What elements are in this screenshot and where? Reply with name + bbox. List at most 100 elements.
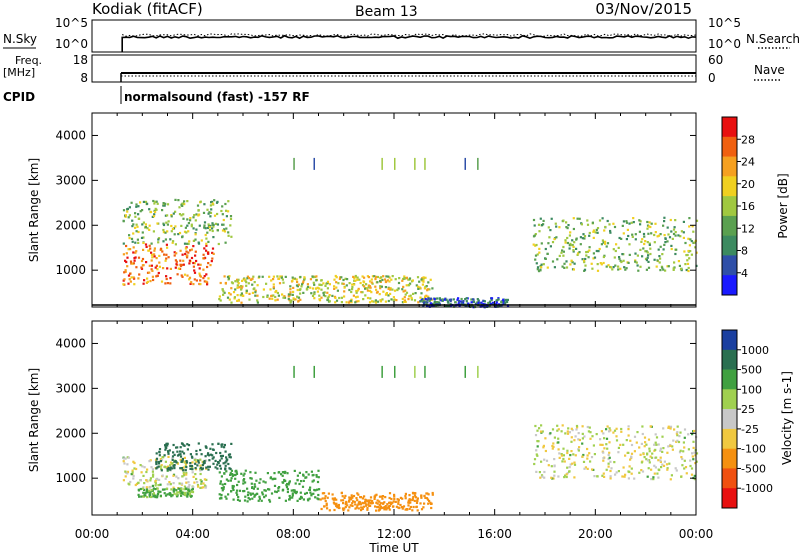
heatmap-cell — [151, 475, 155, 478]
heatmap-cell — [189, 467, 192, 470]
heatmap-cell — [161, 250, 164, 253]
heatmap-cell — [272, 477, 275, 480]
heatmap-cell — [211, 202, 214, 205]
heatmap-cell — [391, 288, 394, 291]
heatmap-cell — [299, 288, 302, 291]
heatmap-cell — [155, 257, 158, 260]
heatmap-cell — [174, 460, 177, 463]
heatmap-cell — [693, 429, 696, 433]
heatmap-cell — [579, 236, 582, 239]
heatmap-cell — [175, 446, 178, 449]
heatmap-cell — [135, 203, 138, 206]
heatmap-cell — [160, 464, 163, 467]
heatmap-cell — [415, 501, 419, 504]
heatmap-cell — [567, 427, 570, 430]
heatmap-cell — [184, 463, 188, 466]
heatmap-cell — [252, 288, 255, 291]
heatmap-cell — [289, 291, 292, 294]
heatmap-cell — [366, 508, 369, 511]
heatmap-cell — [122, 460, 125, 463]
heatmap-cell — [568, 470, 571, 473]
freq-frame — [91, 54, 697, 83]
heatmap-cell — [356, 278, 359, 281]
heatmap-cell — [535, 243, 538, 247]
heatmap-cell — [130, 473, 133, 476]
heatmap-cell — [533, 234, 536, 237]
heatmap-cell — [186, 493, 189, 496]
heatmap-cell — [344, 503, 347, 506]
heatmap-cell — [249, 471, 252, 474]
heatmap-cell — [326, 280, 330, 283]
heatmap-cell — [555, 236, 558, 239]
heatmap-cell — [460, 301, 463, 304]
heatmap-cell — [687, 269, 690, 273]
heatmap-cell — [615, 471, 618, 474]
heatmap-cell — [293, 491, 297, 494]
heatmap-cell — [605, 468, 608, 471]
heatmap-cell — [601, 217, 604, 220]
heatmap-cell — [139, 210, 142, 213]
heatmap-cell — [222, 218, 225, 222]
heatmap-cell — [657, 248, 660, 251]
heatmap-cell — [125, 244, 128, 248]
heatmap-cell — [384, 286, 387, 289]
heatmap-cell — [592, 468, 595, 471]
heatmap-cell — [254, 291, 257, 294]
heatmap-cell — [190, 223, 193, 226]
heatmap-cell — [191, 471, 194, 474]
heatmap-cell — [287, 483, 290, 486]
heatmap-cell — [404, 300, 407, 303]
heatmap-cell — [199, 466, 202, 469]
heatmap-cell — [135, 223, 138, 226]
heatmap-cell — [374, 275, 378, 278]
heatmap-cell — [348, 288, 351, 292]
heatmap-cell — [392, 299, 395, 302]
heatmap-cell — [240, 287, 243, 290]
y-tick-label: 2000 — [55, 426, 86, 440]
heatmap-cell — [397, 281, 401, 285]
heatmap-cell — [220, 443, 223, 446]
heatmap-cell — [543, 458, 546, 461]
heatmap-cell — [357, 507, 360, 510]
heatmap-cell — [320, 288, 323, 291]
heatmap-cell — [199, 486, 202, 489]
heatmap-cell — [377, 505, 380, 508]
heatmap-cell — [557, 437, 560, 440]
heatmap-cell — [638, 471, 641, 474]
heatmap-cell — [172, 451, 175, 454]
heatmap-cell — [457, 299, 460, 303]
heatmap-cell — [631, 235, 634, 238]
heatmap-cell — [275, 289, 278, 293]
heatmap-cell — [315, 287, 318, 290]
heatmap-cell — [299, 292, 302, 295]
heatmap-cell — [220, 445, 223, 448]
heatmap-cell — [337, 282, 340, 285]
heatmap-cell — [588, 234, 591, 237]
heatmap-cell — [170, 214, 173, 217]
heatmap-cell — [340, 276, 343, 279]
heatmap-cell — [387, 299, 390, 303]
heatmap-cell — [429, 298, 432, 301]
heatmap-cell — [534, 254, 538, 257]
heatmap-cell — [643, 445, 646, 448]
heatmap-cell — [333, 278, 336, 281]
heatmap-cell — [145, 245, 148, 248]
heatmap-cell — [653, 258, 656, 261]
heatmap-cell — [186, 443, 189, 446]
heatmap-cell — [596, 269, 600, 272]
heatmap-cell — [663, 460, 666, 463]
heatmap-cell — [179, 450, 182, 453]
heatmap-cell — [166, 487, 169, 490]
heatmap-cell — [183, 444, 186, 447]
heatmap-cell — [166, 466, 169, 469]
heatmap-cell — [185, 466, 188, 469]
heatmap-cell — [222, 290, 225, 293]
heatmap-cell — [221, 288, 224, 291]
heatmap-cell — [312, 473, 315, 477]
heatmap-cell — [683, 436, 686, 439]
heatmap-cell — [536, 429, 539, 432]
heatmap-cell — [674, 234, 677, 237]
heatmap-cell — [662, 224, 665, 227]
heatmap-cell — [648, 461, 651, 464]
